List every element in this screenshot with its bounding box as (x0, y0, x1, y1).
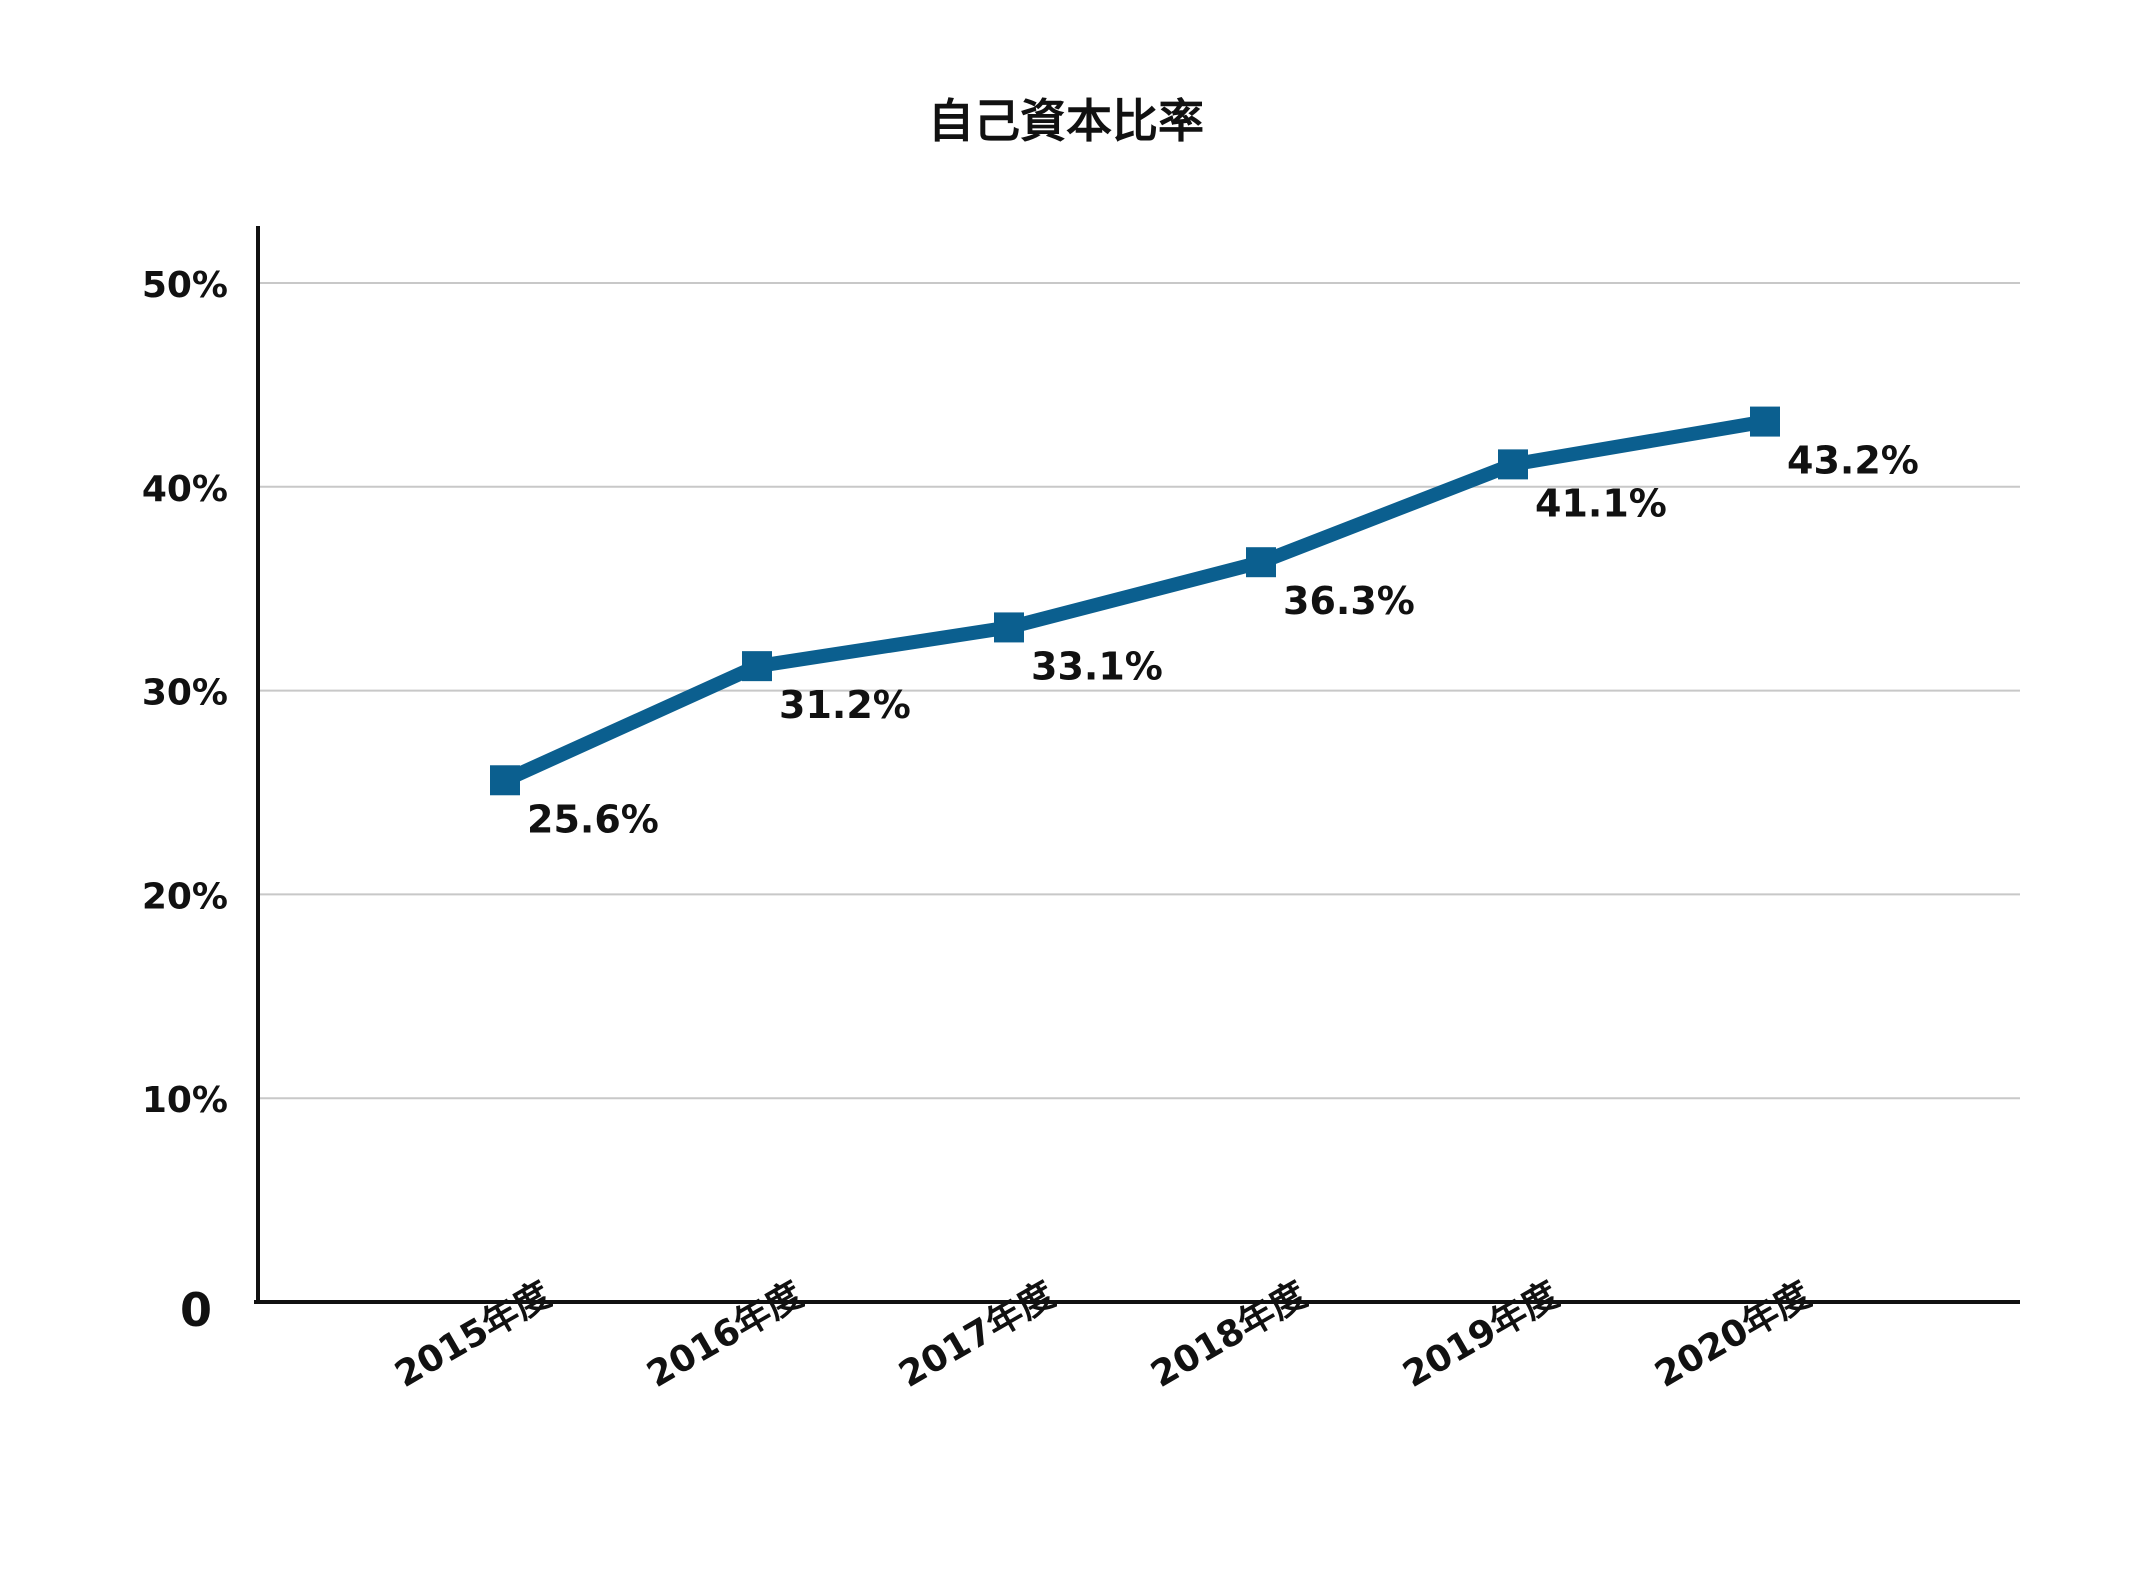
data-label-2018年度: 36.3% (1283, 579, 1415, 623)
y-tick-label-30: 30% (142, 673, 228, 714)
x-tick-label-2019年度: 2019年度 (1396, 1274, 1566, 1396)
data-label-2019年度: 41.1% (1535, 481, 1667, 525)
data-label-2020年度: 43.2% (1787, 439, 1919, 483)
x-axis-tick-labels: 2015年度 2016年度 2017年度 2018年度 2019年度 2020年度 (388, 1274, 1818, 1396)
x-tick-label-2018年度: 2018年度 (1144, 1274, 1314, 1396)
data-point-marker-2018年度 (1246, 547, 1276, 578)
y-tick-label-10: 10% (142, 1080, 228, 1121)
x-tick-label-2015年度: 2015年度 (388, 1274, 558, 1396)
chart-title: 自己資本比率 (928, 94, 1204, 148)
data-labels: 25.6% 31.2% 33.1% 36.3% 41.1% 43.2% (527, 439, 1919, 842)
data-point-marker-2020年度 (1750, 406, 1780, 437)
data-label-2017年度: 33.1% (1031, 644, 1163, 688)
x-tick-label-2016年度: 2016年度 (640, 1274, 810, 1396)
data-label-2015年度: 25.6% (527, 797, 659, 841)
data-point-marker-2019年度 (1498, 449, 1528, 480)
y-tick-label-50: 50% (142, 265, 228, 306)
y-tick-label-40: 40% (142, 469, 228, 510)
data-series (490, 406, 1780, 796)
data-point-marker-2015年度 (490, 765, 520, 796)
y-tick-label-20: 20% (142, 876, 228, 917)
series-line-0 (498, 414, 1772, 788)
data-label-2016年度: 31.2% (779, 683, 911, 727)
x-tick-label-2020年度: 2020年度 (1648, 1274, 1818, 1396)
y-tick-label-0: 0 (180, 1283, 212, 1337)
data-point-marker-2016年度 (742, 651, 772, 682)
y-axis-tick-labels: 0 10% 20% 30% 40% 50% (142, 265, 228, 1337)
data-point-marker-2017年度 (994, 612, 1024, 643)
gridlines (258, 282, 2020, 1100)
x-tick-label-2017年度: 2017年度 (892, 1274, 1062, 1396)
axes (254, 226, 2020, 1304)
